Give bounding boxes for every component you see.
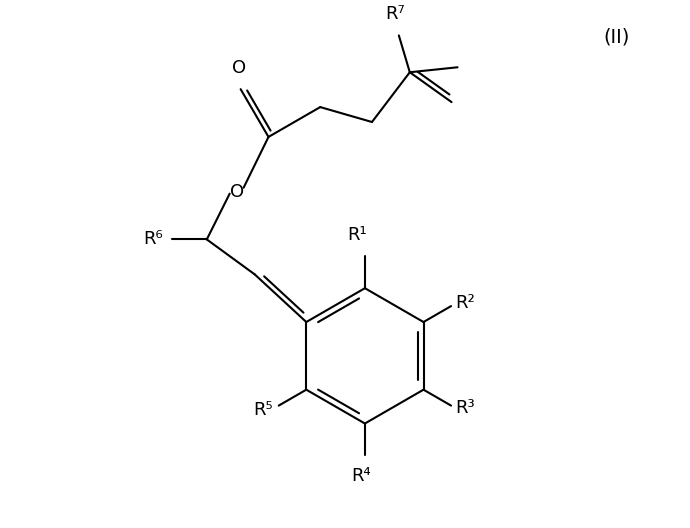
Text: R¹: R¹ — [347, 227, 367, 244]
Text: O: O — [230, 183, 244, 201]
Text: R⁵: R⁵ — [253, 401, 273, 419]
Text: O: O — [232, 59, 246, 77]
Text: R⁷: R⁷ — [385, 5, 405, 23]
Text: R²: R² — [455, 294, 475, 312]
Text: (II): (II) — [604, 28, 630, 47]
Text: R³: R³ — [455, 399, 475, 417]
Text: R⁴: R⁴ — [351, 467, 371, 485]
Text: R⁶: R⁶ — [144, 230, 163, 249]
